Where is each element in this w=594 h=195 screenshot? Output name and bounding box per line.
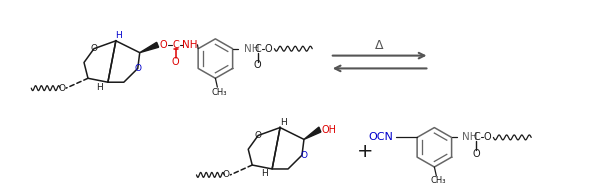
Text: Δ: Δ: [375, 39, 384, 52]
Text: CH₃: CH₃: [431, 176, 446, 185]
Text: O: O: [301, 151, 308, 160]
Polygon shape: [304, 127, 321, 139]
Text: O: O: [255, 131, 262, 140]
Text: C: C: [473, 132, 480, 142]
Text: NH: NH: [462, 132, 477, 142]
Text: CH₃: CH₃: [211, 88, 227, 97]
Text: H: H: [97, 83, 103, 92]
Text: O: O: [484, 132, 491, 142]
Text: H: H: [115, 31, 122, 40]
Text: C: C: [254, 44, 261, 54]
Text: H: H: [280, 118, 286, 127]
Text: +: +: [356, 142, 373, 161]
Text: NH: NH: [182, 40, 197, 50]
Text: O: O: [223, 170, 230, 179]
Text: O: O: [473, 149, 481, 159]
Text: C: C: [172, 40, 179, 50]
Text: O: O: [172, 57, 179, 66]
Text: O: O: [90, 44, 97, 53]
Polygon shape: [140, 42, 159, 53]
Text: O: O: [134, 64, 141, 73]
Text: NH: NH: [244, 44, 259, 54]
Text: OCN: OCN: [368, 132, 393, 142]
Text: OH: OH: [321, 125, 336, 135]
Text: H: H: [261, 169, 267, 178]
Text: O: O: [160, 40, 168, 50]
Text: O: O: [254, 60, 261, 70]
Text: O: O: [59, 84, 65, 93]
Text: O: O: [265, 44, 272, 54]
